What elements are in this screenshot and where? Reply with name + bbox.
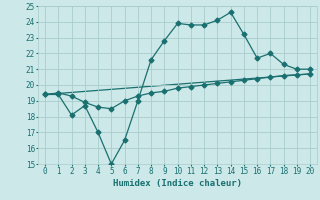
X-axis label: Humidex (Indice chaleur): Humidex (Indice chaleur) (113, 179, 242, 188)
